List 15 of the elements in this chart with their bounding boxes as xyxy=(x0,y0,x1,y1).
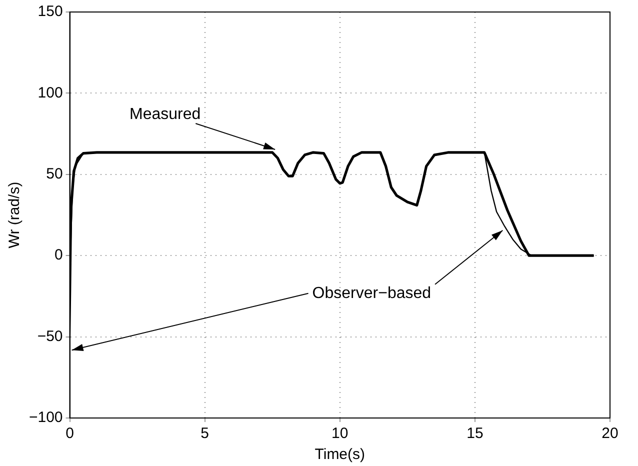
annotation: Observer−based xyxy=(312,284,432,302)
y-tick-label: 0 xyxy=(54,246,63,264)
y-axis-title: Wr (rad/s) xyxy=(6,182,24,248)
x-tick-label: 20 xyxy=(602,425,618,442)
y-tick-label: −50 xyxy=(37,328,63,345)
x-tick-label: 10 xyxy=(332,425,348,442)
y-tick-label: 150 xyxy=(38,3,63,20)
x-tick-label: 15 xyxy=(466,425,484,442)
y-tick-label: 100 xyxy=(38,84,63,102)
y-tick-label: −100 xyxy=(28,409,63,426)
x-axis-title: Time(s) xyxy=(314,446,366,464)
x-tick-label: 5 xyxy=(200,425,210,442)
annotation: Measured xyxy=(129,106,201,123)
y-tick-label: 50 xyxy=(46,166,63,183)
x-tick-label: 0 xyxy=(66,425,74,442)
